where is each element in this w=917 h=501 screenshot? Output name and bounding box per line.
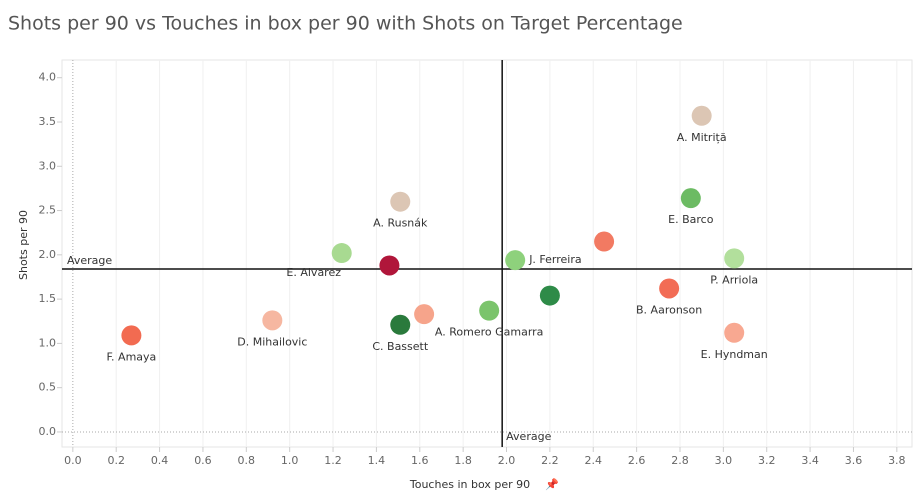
point [379, 255, 400, 276]
x-tick-label: 1.0 [281, 454, 299, 467]
x-tick-label: 3.4 [801, 454, 819, 467]
point [390, 314, 411, 335]
point-label: D. Mihailovic [237, 335, 307, 348]
point-label: A. Rusnák [373, 217, 428, 230]
point-label: J. Ferreira [528, 253, 581, 266]
x-tick-label: 3.8 [888, 454, 906, 467]
x-tick-label: 2.0 [498, 454, 516, 467]
y-axis-label: Shots per 90 [17, 210, 30, 280]
x-tick-label: 1.2 [324, 454, 342, 467]
x-tick-label: 3.0 [715, 454, 733, 467]
point [121, 325, 142, 346]
point-label: A. Mitriță [677, 131, 727, 144]
average-label: Average [506, 430, 551, 443]
y-tick-label: 2.5 [39, 204, 57, 217]
average-label: Average [67, 254, 112, 267]
point-label: P. Arriola [710, 273, 758, 286]
point-label: E. Barco [668, 213, 714, 226]
point [390, 191, 411, 212]
y-tick-label: 0.0 [39, 425, 57, 438]
y-tick-label: 3.5 [39, 115, 57, 128]
point-label: F. Amaya [106, 350, 156, 363]
point-label: E. Alvarez [286, 266, 341, 279]
point [539, 285, 560, 306]
point-label: B. Aaronson [636, 303, 702, 316]
chart-title: Shots per 90 vs Touches in box per 90 wi… [8, 13, 683, 35]
x-tick-label: 1.8 [454, 454, 472, 467]
point [414, 304, 435, 325]
x-tick-label: 0.4 [151, 454, 169, 467]
x-tick-label: 2.4 [585, 454, 603, 467]
point [659, 278, 680, 299]
plot-frame [61, 59, 913, 448]
point-label: E. Hyndman [701, 348, 768, 361]
point-label: C. Bassett [372, 340, 429, 353]
point [505, 250, 526, 271]
x-tick-label: 0.8 [238, 454, 256, 467]
point-label: A. Romero Gamarra [435, 326, 544, 339]
point [479, 300, 500, 321]
point [724, 322, 745, 343]
x-tick-label: 2.2 [541, 454, 559, 467]
x-tick-label: 2.8 [671, 454, 689, 467]
x-tick-label: 0.2 [107, 454, 125, 467]
point [680, 188, 701, 209]
x-tick-label: 3.6 [845, 454, 863, 467]
x-tick-label: 1.6 [411, 454, 429, 467]
x-tick-label: 3.2 [758, 454, 776, 467]
y-tick-label: 1.5 [39, 292, 57, 305]
y-tick-label: 4.0 [39, 71, 57, 84]
x-tick-label: 0.0 [64, 454, 82, 467]
point [331, 243, 352, 264]
x-axis-label: Touches in box per 90 [409, 478, 530, 491]
y-tick-label: 0.5 [39, 381, 57, 394]
x-tick-label: 1.4 [368, 454, 386, 467]
point [594, 231, 615, 252]
x-tick-label: 0.6 [194, 454, 212, 467]
point [724, 248, 745, 269]
point [691, 105, 712, 126]
y-tick-label: 2.0 [39, 248, 57, 261]
y-tick-label: 1.0 [39, 336, 57, 349]
pin-icon: 📌 [545, 477, 559, 491]
x-tick-label: 2.6 [628, 454, 646, 467]
y-tick-label: 3.0 [39, 159, 57, 172]
point [262, 310, 283, 331]
